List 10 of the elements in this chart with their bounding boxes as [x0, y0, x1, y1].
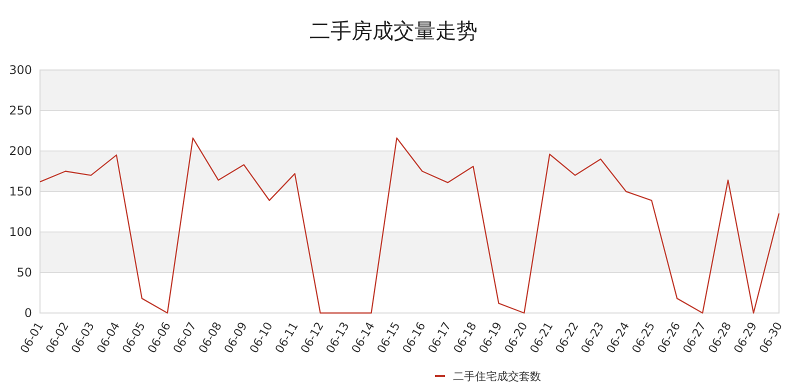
y-tick-label: 200 [9, 144, 32, 158]
y-tick-label: 50 [16, 266, 32, 280]
y-tick-label: 100 [9, 225, 32, 239]
legend-label: 二手住宅成交套数 [453, 370, 541, 383]
y-tick-label: 150 [9, 184, 32, 198]
y-tick-label: 300 [9, 63, 32, 77]
chart-title: 二手房成交量走势 [310, 19, 478, 43]
y-tick-label: 0 [24, 306, 32, 320]
line-series [39, 137, 780, 314]
y-tick-label: 250 [9, 104, 32, 118]
